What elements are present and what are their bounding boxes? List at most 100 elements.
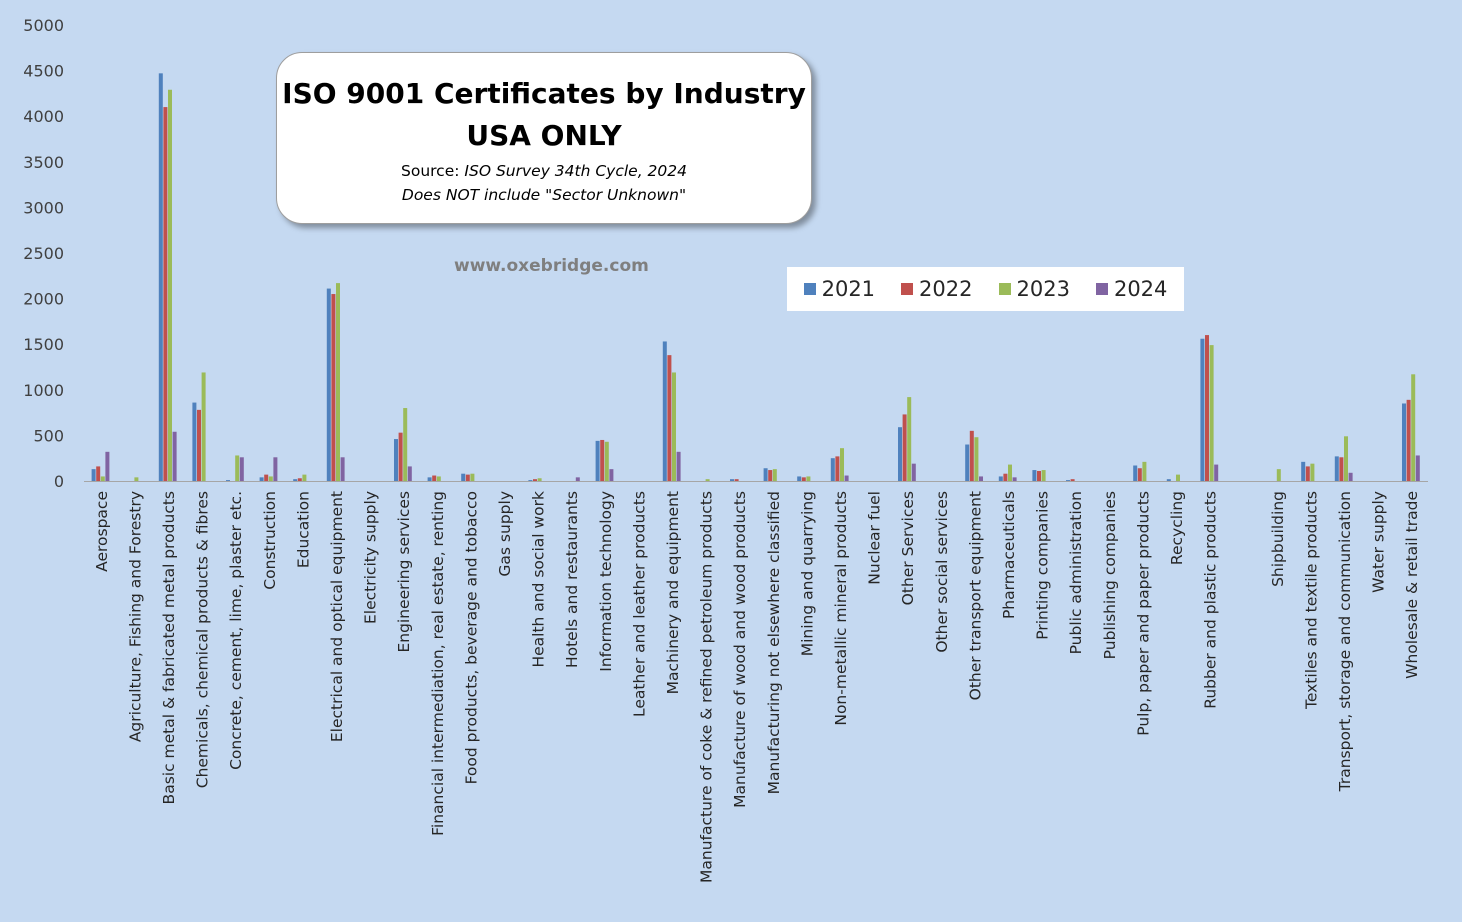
bar-2021-24 [898,427,902,481]
bar-2022-2 [163,107,168,481]
bar-2021-33 [1200,338,1205,481]
x-tick-label: Mining and quarrying [798,491,816,656]
bar-2023-20 [772,469,777,481]
legend-swatch-2022 [901,283,914,295]
x-tick-label: Hotels and restaurants [563,491,581,668]
bar-2022-0 [96,466,101,481]
legend-item-2024: 2024 [1095,277,1168,301]
chart-note: Does NOT include "Sector Unknown" [401,186,687,204]
x-tick-label: Transport, storage and communication [1336,491,1354,792]
x-tick-label: Recycling [1168,491,1186,565]
x-tick-label: Information technology [597,491,615,672]
bar-2021-22 [830,458,835,481]
x-tick-label: Health and social work [530,491,548,668]
bar-2021-10 [427,477,432,481]
bar-2023-33 [1209,345,1214,481]
bar-2022-31 [1137,468,1142,481]
bar-2022-6 [297,478,302,481]
x-tick-label: Machinery and equipment [664,491,682,694]
legend-swatch-2023 [998,283,1011,295]
y-tick-label: 2500 [23,244,64,263]
legend-label-2022: 2022 [919,277,973,301]
chart-source: Source: ISO Survey 34th Cycle, 2024 [277,159,811,183]
bar-2022-24 [902,414,907,481]
bar-2023-26 [974,437,979,481]
x-tick-label: Concrete, cement, lime, plaster etc. [227,491,245,770]
x-tick-label: Other social services [933,491,951,653]
bar-2024-2 [172,431,177,481]
bar-2021-9 [394,439,398,481]
x-tick-label: Pulp, paper and paper products [1134,491,1152,736]
bar-2023-0 [100,476,105,481]
legend-swatch-2024 [1095,283,1108,295]
bar-2021-29 [1066,480,1070,481]
source-prefix: Source: [401,162,460,180]
bar-2023-6 [302,474,307,481]
bar-2021-4 [226,480,230,481]
bar-2021-32 [1166,479,1171,481]
bar-2022-10 [432,475,437,481]
bar-2021-17 [662,341,667,481]
bar-2021-3 [192,402,197,481]
bar-2024-39 [1415,455,1420,481]
bar-2024-14 [575,477,580,481]
bar-2023-10 [436,476,441,481]
bar-2022-37 [1339,457,1344,481]
x-tick-label: Electrical and optical equipment [328,491,346,742]
x-tick-label: Gas supply [496,491,514,577]
bar-2022-3 [197,409,201,481]
x-tick-label: Engineering services [395,491,413,653]
x-tick-label: Manufacture of coke & refined petroleum … [698,491,716,883]
bar-2021-28 [1032,470,1037,481]
x-tick-label: Agriculture, Fishing and Forestry [126,491,144,742]
legend-label-2023: 2023 [1016,277,1070,301]
x-tick-label: Other Services [899,491,917,605]
bar-2022-19 [734,479,739,481]
x-tick-label: Education [294,491,312,568]
bar-2023-5 [268,476,273,481]
bar-2021-21 [797,476,802,481]
bar-2022-7 [331,294,336,481]
y-tick-label: 4000 [23,107,64,126]
x-tick-label: Pharmaceuticals [1000,491,1018,619]
bar-2024-22 [844,475,849,481]
bar-2021-39 [1402,403,1406,481]
bar-2022-39 [1406,399,1411,481]
bar-2024-33 [1214,464,1219,481]
bar-2023-27 [1008,464,1012,481]
bar-2021-11 [461,473,466,481]
bar-2023-13 [537,478,542,481]
website-watermark: www.oxebridge.com [454,256,649,276]
bar-2021-26 [965,444,970,481]
x-tick-label: Financial intermediation, real estate, r… [429,491,447,836]
bar-2022-15 [600,439,605,481]
bar-2022-29 [1070,479,1075,481]
bar-2023-22 [840,448,844,481]
x-tick-label: Leather and leather products [630,491,648,717]
bar-2021-27 [998,476,1003,481]
bar-2023-36 [1310,463,1315,481]
bar-2023-11 [470,473,475,481]
bar-2022-20 [768,470,773,481]
bar-2021-36 [1301,461,1306,481]
bar-2022-36 [1305,466,1310,481]
x-tick-label: Manufacture of wood and wood products [731,491,749,808]
bar-2023-32 [1176,474,1180,481]
bar-2021-0 [91,469,96,481]
x-tick-label: Printing companies [1034,491,1052,640]
bar-2023-18 [705,479,710,481]
chart-legend: 2021 2022 2023 2024 [787,267,1184,311]
bar-2023-9 [403,408,408,481]
bar-2021-2 [158,73,163,481]
bar-2023-35 [1276,469,1281,481]
bar-2021-13 [528,480,533,481]
bar-2024-4 [239,457,244,481]
bar-2022-27 [1003,473,1008,481]
x-tick-label: Rubber and plastic products [1202,491,1220,709]
y-tick-label: 5000 [23,16,64,35]
bar-2024-0 [105,451,110,481]
x-tick-label: Other transport equipment [966,491,984,700]
bar-2021-15 [595,440,600,481]
legend-label-2024: 2024 [1113,277,1168,301]
